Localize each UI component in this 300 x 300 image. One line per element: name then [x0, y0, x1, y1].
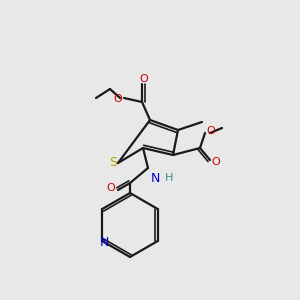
Text: O: O	[212, 157, 220, 167]
Text: H: H	[165, 173, 173, 183]
Text: N: N	[100, 236, 109, 250]
Text: O: O	[106, 183, 116, 193]
Text: O: O	[207, 126, 215, 136]
Text: O: O	[140, 74, 148, 84]
Text: N: N	[150, 172, 160, 184]
Text: O: O	[114, 94, 122, 104]
Text: S: S	[109, 157, 117, 169]
